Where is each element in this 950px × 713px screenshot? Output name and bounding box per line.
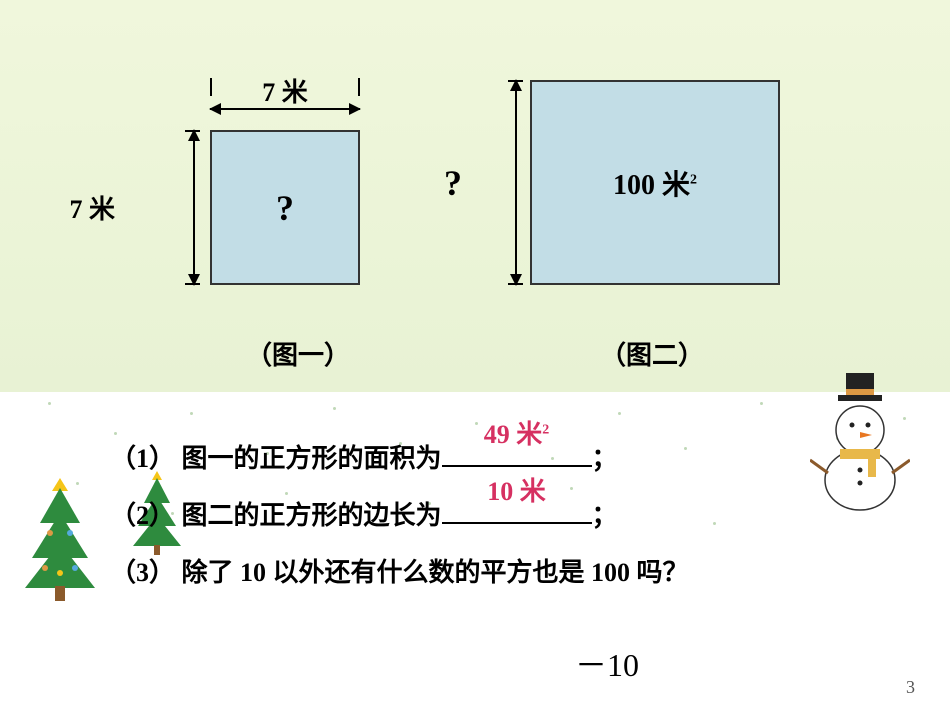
questions-block: （1） 图一的正方形的面积为 49 米2 ； （2） 图二的正方形的边长为 10…: [110, 430, 689, 602]
diagram-captions: （图一） （图二）: [0, 335, 950, 372]
tree-decoration-left: [20, 473, 100, 603]
q1-suffix: ；: [592, 430, 618, 487]
diagram1-square: ?: [210, 130, 360, 285]
question-3: （3） 除了 10 以外还有什么数的平方也是 100 吗？: [110, 544, 689, 601]
q2-suffix: ；: [592, 487, 618, 544]
q2-prefix: （2） 图二的正方形的边长为: [110, 487, 442, 544]
q1-answer: 49 米2: [442, 406, 592, 463]
diagram1-center: ?: [276, 187, 294, 229]
diagram-2: ? 100 米2: [500, 80, 780, 285]
final-answer: －10: [575, 640, 639, 686]
q1-prefix: （1） 图一的正方形的面积为: [110, 430, 442, 487]
diagram2-left-label: ?: [444, 162, 462, 204]
diagram1-left-label: 7 米: [69, 189, 115, 226]
diagram2-center: 100 米2: [613, 163, 697, 203]
diagram2-caption: （图二）: [600, 335, 704, 372]
question-2: （2） 图二的正方形的边长为 10 米 ；: [110, 487, 689, 544]
page-number: 3: [906, 677, 915, 698]
diagram1-caption: （图一）: [246, 335, 350, 372]
diagram1-top-dimension: 7 米: [210, 80, 360, 117]
diagram2-square: 100 米2: [530, 80, 780, 285]
diagram-1: 7 米 7 米 ?: [170, 80, 360, 285]
q2-answer: 10 米: [442, 463, 592, 520]
q3-text: （3） 除了 10 以外还有什么数的平方也是 100 吗？: [110, 544, 689, 601]
diagrams-container: 7 米 7 米 ? ?: [0, 80, 950, 285]
question-1: （1） 图一的正方形的面积为 49 米2 ；: [110, 430, 689, 487]
diagram1-top-label: 7 米: [262, 78, 308, 107]
snowman-decoration: [810, 365, 910, 520]
q2-blank: 10 米: [442, 493, 592, 524]
